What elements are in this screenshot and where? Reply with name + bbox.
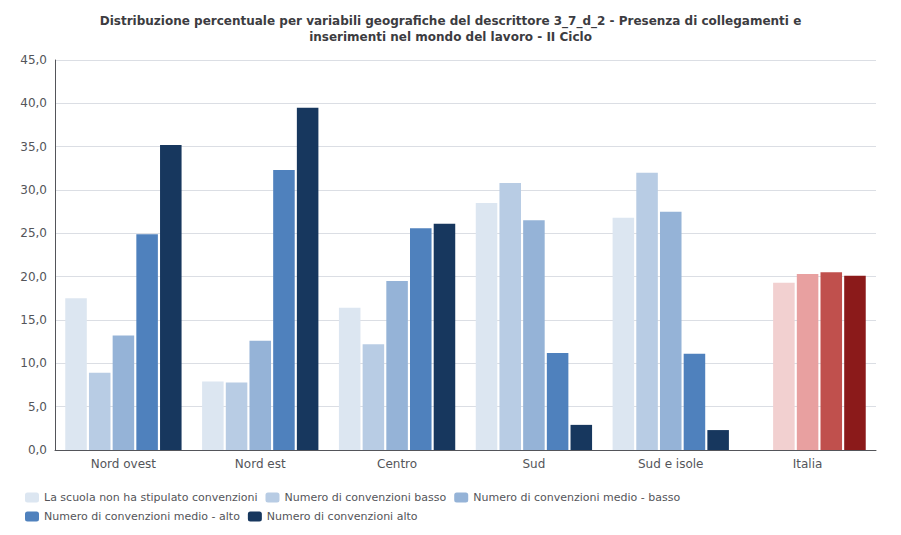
- svg-text:Numero di convenzioni medio -: Numero di convenzioni medio - alto: [44, 510, 240, 523]
- svg-text:0,0: 0,0: [28, 443, 47, 457]
- svg-text:Sud e isole: Sud e isole: [638, 457, 704, 471]
- svg-text:Numero di convenzioni alto: Numero di convenzioni alto: [267, 510, 418, 523]
- svg-text:5,0: 5,0: [28, 400, 47, 414]
- svg-text:40,0: 40,0: [20, 96, 47, 110]
- svg-text:10,0: 10,0: [20, 356, 47, 370]
- svg-text:inserimenti nel mondo del lavo: inserimenti nel mondo del lavoro - II Ci…: [309, 30, 592, 44]
- svg-text:30,0: 30,0: [20, 183, 47, 197]
- svg-text:Numero di convenzioni medio -: Numero di convenzioni medio - basso: [473, 491, 680, 504]
- svg-text:20,0: 20,0: [20, 270, 47, 284]
- svg-text:Numero di convenzioni basso: Numero di convenzioni basso: [284, 491, 446, 504]
- svg-text:Sud: Sud: [522, 457, 545, 471]
- svg-text:Italia: Italia: [793, 457, 823, 471]
- svg-text:45,0: 45,0: [20, 53, 47, 67]
- svg-text:Centro: Centro: [377, 457, 417, 471]
- svg-text:15,0: 15,0: [20, 313, 47, 327]
- svg-text:Nord ovest: Nord ovest: [91, 457, 157, 471]
- svg-text:35,0: 35,0: [20, 140, 47, 154]
- svg-text:Nord est: Nord est: [235, 457, 286, 471]
- svg-text:Distribuzione percentuale per: Distribuzione percentuale per variabili …: [100, 14, 802, 29]
- svg-text:25,0: 25,0: [20, 226, 47, 240]
- svg-text:La scuola non ha stipulato con: La scuola non ha stipulato convenzioni: [44, 491, 258, 504]
